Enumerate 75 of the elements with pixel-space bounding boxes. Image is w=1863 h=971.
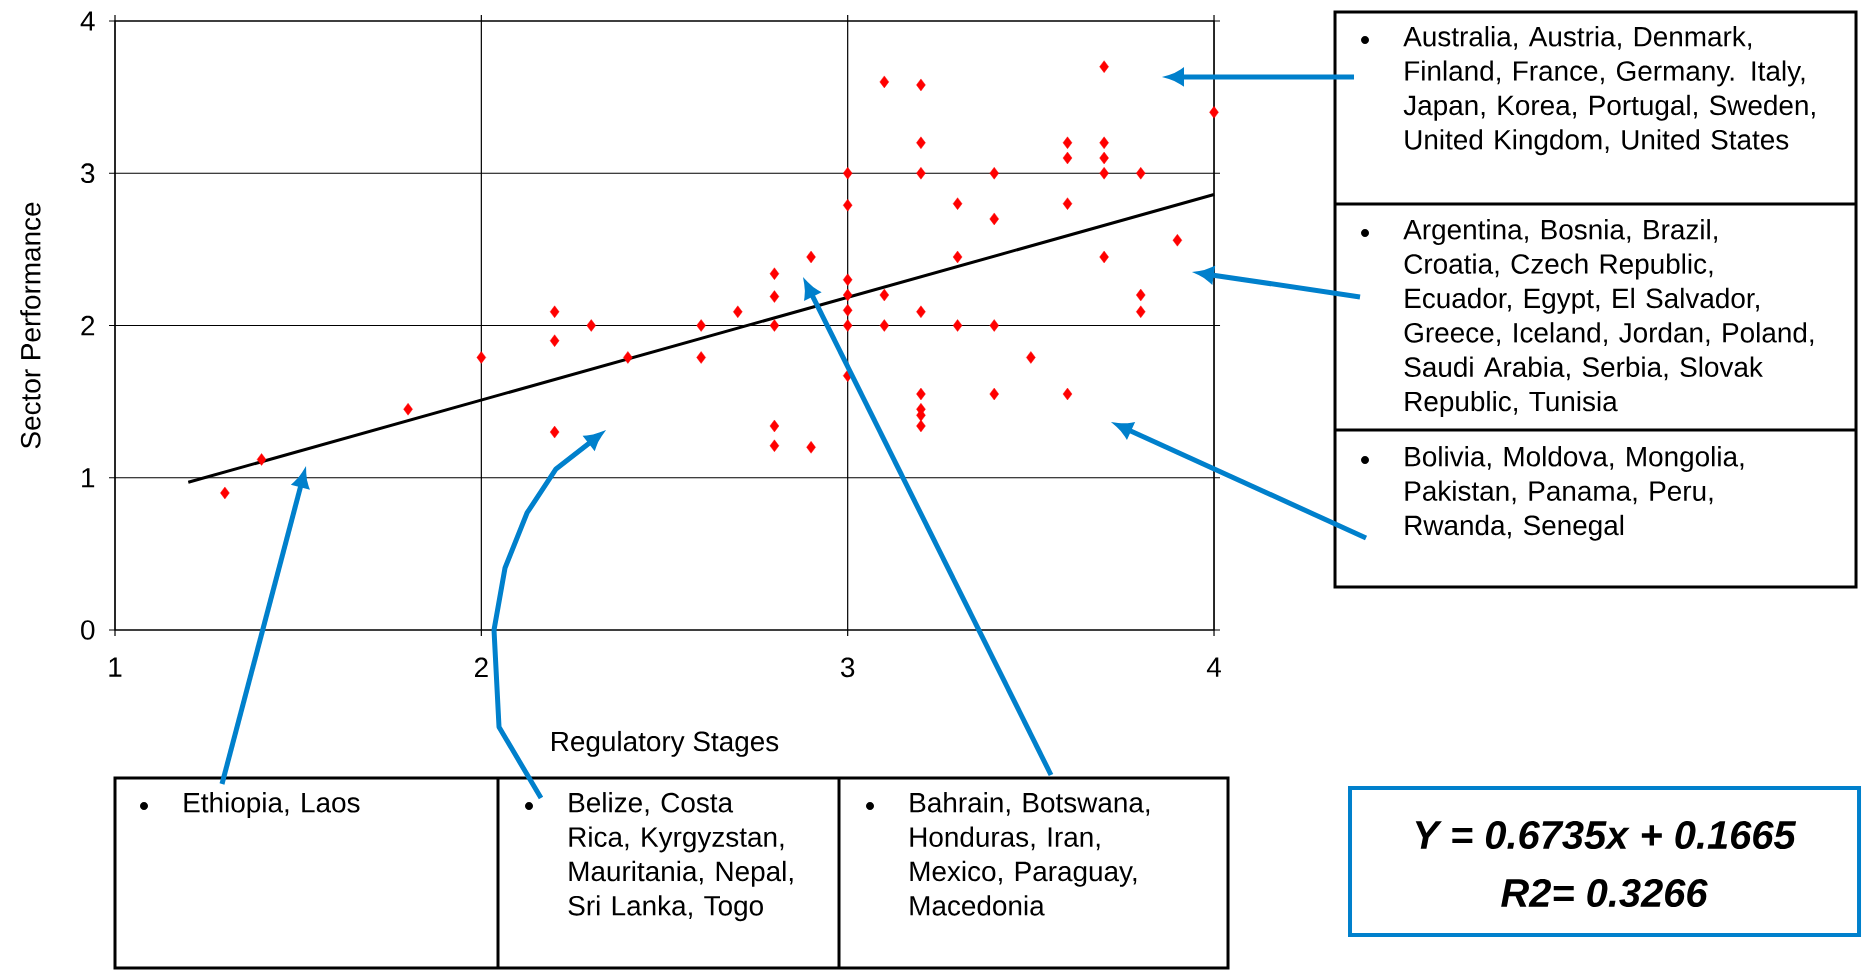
- point: [1062, 151, 1073, 165]
- point: [220, 486, 230, 500]
- point: [769, 439, 780, 452]
- point: [769, 267, 780, 280]
- y-axis-title: Sector Performance: [20, 202, 41, 449]
- point: [1062, 387, 1073, 401]
- text: Bahrain, Botswana, Honduras, Iran, Mexico, Paraguay, Macedonia: [910, 792, 1150, 916]
- point: [1099, 167, 1109, 180]
- point: [256, 453, 267, 466]
- x-tick-label: 4: [1206, 657, 1221, 677]
- point: [916, 78, 926, 92]
- point: [879, 288, 890, 302]
- x-tick-label: 2: [474, 657, 488, 677]
- point: [1136, 167, 1146, 180]
- point: [476, 351, 487, 364]
- point: [1209, 106, 1219, 119]
- point: [549, 425, 560, 439]
- point: [916, 136, 926, 149]
- point: [952, 319, 963, 332]
- point: [549, 305, 560, 318]
- point: [842, 304, 853, 317]
- point: [586, 319, 596, 332]
- text: Argentina, Bosnia, Brazil, Croatia, Czech Republic, Ecuador, Egypt, El Salvador, Greece, Iceland, Jordan, Poland, Saudi Arabia, Serbia, Slovak Republic, Tunisia: [1403, 219, 1814, 417]
- point: [696, 319, 706, 332]
- y-tick-label: 4: [80, 11, 95, 31]
- point: [842, 319, 853, 332]
- point: [879, 319, 890, 332]
- x-tick-label: 3: [840, 657, 855, 678]
- point: [806, 250, 816, 264]
- point: [403, 403, 413, 416]
- point: [1062, 197, 1073, 210]
- point: [1099, 250, 1109, 264]
- point: [952, 250, 963, 264]
- text: Y = 0.6735x + 0.1665: [1415, 820, 1797, 850]
- text: Bolivia, Moldova, Mongolia, Pakistan, Panama, Peru, Rwanda, Senegal: [1405, 446, 1744, 541]
- point: [769, 319, 780, 332]
- point: [1172, 234, 1183, 247]
- point: [1099, 60, 1109, 73]
- point: [1136, 305, 1146, 318]
- point: [989, 212, 999, 226]
- point: [879, 75, 890, 89]
- text: Ethiopia, Laos: [184, 792, 360, 819]
- y-tick-label: 2: [81, 315, 95, 336]
- point: [842, 288, 853, 302]
- point: [769, 419, 780, 433]
- point: [842, 273, 853, 287]
- point: [1099, 136, 1109, 149]
- y-tick-label: 0: [81, 620, 95, 640]
- x-tick-label: 1: [109, 657, 122, 677]
- point: [1062, 136, 1073, 149]
- point: [842, 199, 853, 212]
- point: [1099, 151, 1109, 165]
- point: [1026, 351, 1036, 364]
- point: [733, 305, 743, 318]
- point: [989, 319, 999, 332]
- y-tick-label: 3: [81, 163, 95, 184]
- point: [696, 351, 706, 364]
- point: [842, 167, 853, 180]
- text: Belize, Costa Rica, Kyrgyzstan, Mauritania, Nepal, Sri Lanka, Togo: [568, 792, 793, 922]
- point: [623, 351, 633, 364]
- text: R2= 0.3266: [1501, 878, 1708, 908]
- point: [549, 334, 560, 347]
- point: [989, 167, 999, 180]
- point: [989, 387, 999, 401]
- point: [916, 167, 926, 180]
- point: [916, 305, 926, 318]
- point: [769, 290, 780, 303]
- point: [916, 419, 926, 433]
- point: [952, 197, 963, 210]
- point: [806, 441, 816, 454]
- point: [1136, 288, 1146, 302]
- x-axis-title: Regulatory Stages: [552, 730, 779, 757]
- point: [916, 387, 926, 401]
- text: Australia, Austria, Denmark, Finland, France, Germany. Italy, Japan, Korea, Portugal, Sweden, United Kingdom, United States: [1403, 26, 1815, 156]
- y-tick-label: 1: [82, 468, 95, 488]
